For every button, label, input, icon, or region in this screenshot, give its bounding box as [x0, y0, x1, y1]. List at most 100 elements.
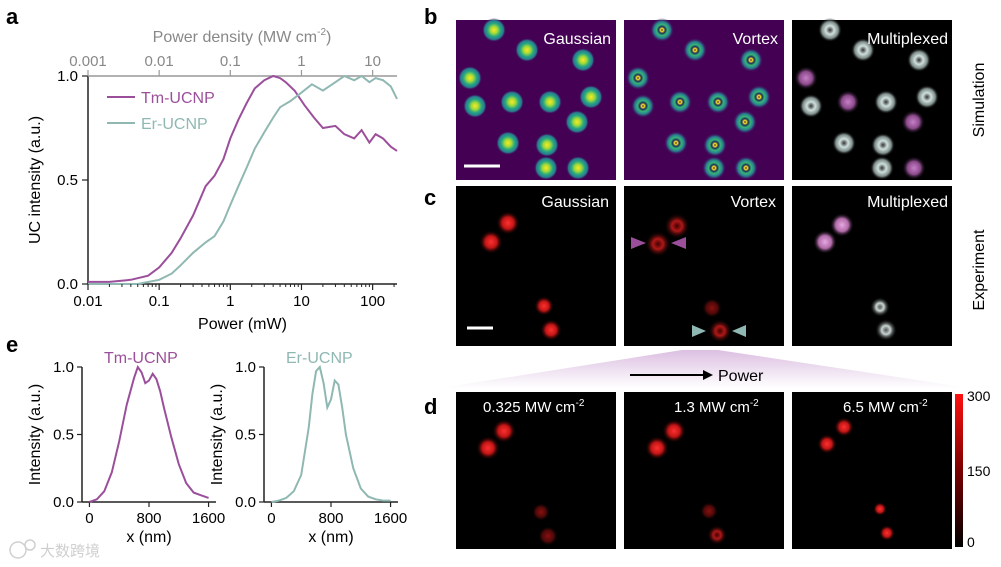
exp-vortex-image: [624, 186, 784, 346]
y-tick-label: 0.0: [53, 494, 74, 511]
x-tick-label: 0: [85, 510, 93, 527]
chart-a: 0.01 0.1 1 10 100 0.0 0.5 1.00.001 0.01 0.1 1 10 Po…: [27, 27, 398, 333]
sim-spot: [871, 133, 895, 157]
colorbar: [955, 394, 963, 547]
sim-spot: [565, 110, 589, 134]
chart-a-series: [88, 74, 398, 285]
sim-spot: [535, 133, 559, 157]
sim-spot: [458, 66, 482, 90]
exp-v-spot: [645, 231, 671, 257]
legend-er-label: Er-UCNP: [141, 116, 208, 133]
sim-spot: [733, 110, 757, 134]
sim-spot: [500, 90, 524, 114]
profile-xlabel: x (nm): [308, 529, 353, 546]
chart-e-tm: 0 800 1600 0.0 0.5 1.0 Tm-UCNP x (nm) Intensity …: [27, 350, 225, 546]
d2-spot: [707, 525, 727, 545]
exp-m-spot: [870, 297, 890, 317]
chart-a-xlabel: Power (mW): [198, 316, 287, 333]
purple-arrow-left: [671, 237, 686, 249]
d2-spot: [645, 436, 669, 460]
sim-spot: [664, 131, 688, 155]
y-tick-label: 0.0: [57, 276, 78, 293]
y-tick-label: 0.5: [235, 427, 256, 444]
profile-ylabel: Intensity (a.u.): [209, 384, 226, 485]
sim-spot: [915, 85, 939, 109]
sim-spot: [482, 18, 506, 42]
sim-spot: [818, 18, 842, 42]
y-tick-label: 1.0: [57, 68, 78, 85]
simulation-side-label: Simulation: [971, 63, 988, 138]
power-arrow-label: Power: [718, 368, 764, 385]
colorbar-tick-0: 0: [967, 534, 975, 550]
exp-g-spot: [540, 319, 562, 341]
sim-spot: [874, 90, 898, 114]
teal-arrow-left: [732, 325, 746, 337]
y-tick-label: 0.5: [53, 427, 74, 444]
sim-spot: [631, 94, 655, 118]
sim-spot: [907, 48, 931, 72]
sim-spot: [626, 66, 650, 90]
power-label-2-value: 1.3 MW cm: [674, 399, 750, 416]
exp-gaussian-image: [456, 186, 616, 346]
y-tick-label: 1.0: [53, 359, 74, 376]
d3-spot: [873, 502, 887, 516]
power-image-1: [456, 392, 616, 549]
x-tick-label: 0.01: [73, 293, 102, 310]
d2-spot: [662, 419, 686, 443]
x2-tick-label: 10: [364, 53, 381, 70]
d1-spot: [532, 503, 550, 521]
experiment-side-label: Experiment: [971, 229, 988, 310]
chart-a-top-xlabel-text: Power density (MW cm: [153, 29, 317, 46]
exp-g-spot: [496, 211, 520, 235]
exp-v-spot: [708, 319, 732, 343]
sim-spot: [668, 90, 692, 114]
panel-label-e: e: [6, 332, 18, 357]
sim-spot: [739, 48, 763, 72]
d1-spot: [476, 436, 500, 460]
power-label-1-value: 0.325 MW cm: [483, 399, 576, 416]
exp-multiplexed-image: [792, 186, 952, 346]
power-arrow-head: [703, 370, 713, 380]
watermark-logo-icon: [24, 539, 36, 551]
sim-spot: [794, 66, 818, 90]
sim-spot: [836, 90, 860, 114]
exp-g-spot: [534, 296, 554, 316]
sim-title-vortex: Vortex: [733, 31, 778, 48]
profile-title: Er-UCNP: [286, 350, 353, 367]
y-tick-label: 0.5: [57, 172, 78, 189]
watermark-text: 大数跨境: [40, 542, 100, 560]
purple-arrow-right: [631, 237, 646, 249]
power-label-1-exp: -2: [576, 398, 585, 409]
exp-title-multiplexed: Multiplexed: [867, 194, 948, 211]
x-tick-label: 1: [226, 293, 234, 310]
d1-spot: [538, 526, 558, 546]
sim-vortex-spots: [626, 18, 771, 180]
chart-a-legend: Tm-UCNP Er-UCNP: [107, 90, 215, 133]
sim-spot: [534, 156, 558, 180]
sim-spot: [571, 48, 595, 72]
exp-v-spot: [664, 213, 690, 239]
sim-spot: [703, 133, 727, 157]
power-label-1: 0.325 MW cm-2: [483, 398, 585, 416]
sim-spot: [515, 38, 539, 62]
x2-tick-label: 0.01: [145, 53, 174, 70]
exp-m-spot: [875, 319, 897, 341]
exp-m-spot: [830, 213, 854, 237]
exp-g-spot: [479, 230, 503, 254]
x-tick-label: 800: [318, 510, 343, 527]
sim-spot: [870, 156, 894, 180]
profile-line: [89, 364, 209, 503]
panel-c-experiment: Gaussian Vortex Multiplexed Experiment: [456, 186, 988, 346]
profile-title: Tm-UCNP: [104, 350, 178, 367]
x-tick-label: 0: [267, 510, 275, 527]
x-tick-label: 100: [360, 293, 385, 310]
zoom-fan: [440, 350, 970, 388]
exp-title-vortex: Vortex: [731, 194, 776, 211]
sim-spot: [463, 94, 487, 118]
sim-gaussian-spots: [458, 18, 603, 180]
sim-title-gaussian: Gaussian: [543, 31, 611, 48]
d3-spot: [834, 417, 854, 437]
sim-spot: [650, 18, 674, 42]
panel-label-a: a: [6, 4, 19, 29]
